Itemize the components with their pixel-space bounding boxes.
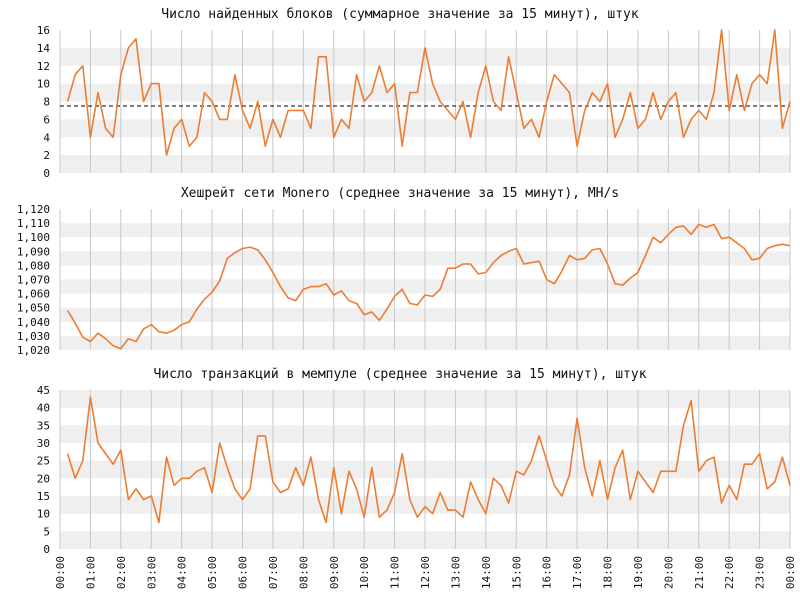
y-tick-label: 20 [37,472,50,485]
time-axis: 00:00 01:00 02:00 03:00 04:00 05:00 06:00 07:00… [54,556,797,589]
y-tick-label: 1,070 [17,274,50,287]
x-tick-label: 22:00 [723,556,736,589]
x-tick-label: 12:00 [419,556,432,589]
x-tick-label: 05:00 [206,556,219,589]
x-tick-label: 15:00 [510,556,523,589]
blocks-found-chart: 0 2 4 6 8 10 12 14 16 Число найденных блоков (сум… [37,7,791,180]
y-tick-label: 40 [37,402,50,415]
x-tick-label: 08:00 [297,556,310,589]
x-tick-label: 23:00 [754,556,767,589]
x-tick-label: 20:00 [662,556,675,589]
y-tick-label: 1,060 [17,288,50,301]
series-line [66,223,791,350]
y-tick-label: 45 [37,384,50,397]
y-tick-label: 1,090 [17,245,50,258]
y-tick-label: 35 [37,419,50,432]
y-tick-label: 12 [37,60,50,73]
x-tick-label: 07:00 [267,556,280,589]
x-tick-label: 00:00 [784,556,797,589]
x-tick-label: 06:00 [237,556,250,589]
chart-title: Число найденных блоков (суммарное значен… [161,7,639,22]
x-tick-label: 11:00 [389,556,402,589]
x-tick-label: 09:00 [328,556,341,589]
x-tick-label: 18:00 [602,556,615,589]
x-tick-label: 04:00 [176,556,189,589]
y-tick-label: 4 [43,131,50,144]
y-tick-label: 1,040 [17,316,50,329]
y-tick-label: 14 [37,42,51,55]
y-tick-label: 0 [43,543,50,556]
x-tick-label: 13:00 [449,556,462,589]
x-tick-label: 02:00 [115,556,128,589]
y-tick-label: 6 [43,113,50,126]
x-tick-label: 21:00 [693,556,706,589]
y-tick-label: 30 [37,437,50,450]
x-tick-label: 16:00 [541,556,554,589]
y-tick-label: 1,120 [17,203,50,216]
chart-title: Хешрейт сети Monero (среднее значение за… [181,186,619,201]
y-tick-label: 1,050 [17,302,50,315]
y-tick-label: 2 [43,149,50,162]
x-tick-label: 14:00 [480,556,493,589]
series-line [66,29,791,156]
x-tick-label: 19:00 [632,556,645,589]
mempool-transactions-chart: 0 5 10 15 20 25 30 35 40 45 Число транзакций в мем… [37,367,791,556]
y-tick-label: 10 [37,508,50,521]
x-tick-label: 01:00 [84,556,97,589]
y-tick-label: 1,020 [17,344,50,357]
y-tick-label: 5 [43,525,50,538]
y-tick-label: 1,110 [17,217,50,230]
y-tick-label: 15 [37,490,50,503]
x-tick-label: 10:00 [358,556,371,589]
series-line [66,396,791,524]
y-tick-label: 16 [37,24,50,37]
y-tick-label: 10 [37,78,50,91]
y-tick-label: 1,080 [17,259,50,272]
y-tick-label: 25 [37,455,50,468]
x-tick-label: 03:00 [145,556,158,589]
y-tick-label: 8 [43,96,50,109]
y-tick-label: 1,030 [17,330,50,343]
x-tick-label: 00:00 [54,556,67,589]
chart-title: Число транзакций в мемпуле (среднее знач… [153,367,646,382]
y-tick-label: 1,100 [17,231,50,244]
x-tick-label: 17:00 [571,556,584,589]
y-tick-label: 0 [43,167,50,180]
